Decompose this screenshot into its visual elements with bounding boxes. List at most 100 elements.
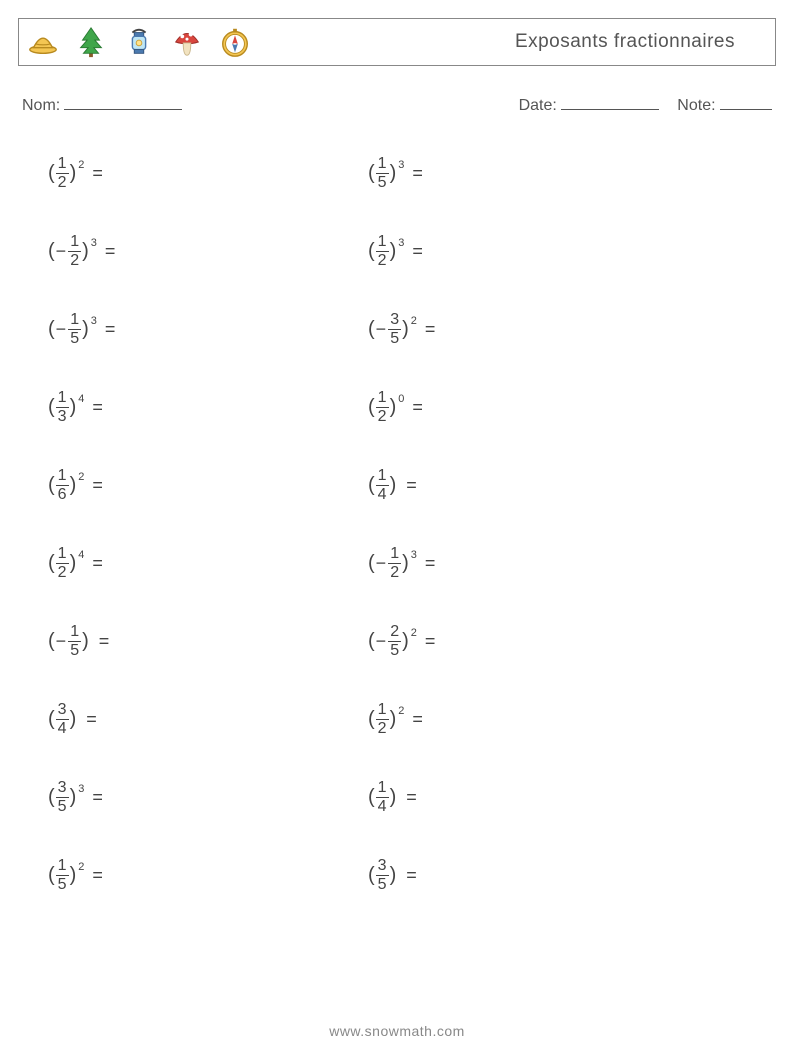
equals-sign: = bbox=[406, 865, 417, 886]
problem: (−15)3= bbox=[48, 307, 368, 351]
numerator: 1 bbox=[56, 858, 69, 875]
numerator: 1 bbox=[376, 780, 389, 797]
header-box: Exposants fractionnaires bbox=[18, 18, 776, 66]
close-paren: ) bbox=[70, 708, 77, 731]
open-paren: ( bbox=[368, 864, 375, 887]
denominator: 2 bbox=[376, 251, 389, 269]
negative-sign: − bbox=[56, 241, 67, 262]
denominator: 2 bbox=[68, 251, 81, 269]
close-paren: ) bbox=[390, 474, 397, 497]
equals-sign: = bbox=[425, 553, 436, 574]
open-paren: ( bbox=[368, 318, 375, 341]
close-paren: ) bbox=[390, 396, 397, 419]
open-paren: ( bbox=[48, 162, 55, 185]
fraction: 14 bbox=[376, 468, 389, 503]
date-label: Date: bbox=[519, 97, 557, 114]
open-paren: ( bbox=[48, 318, 55, 341]
exponent: 3 bbox=[78, 783, 84, 795]
grade-blank[interactable] bbox=[720, 94, 772, 110]
close-paren: ) bbox=[70, 162, 77, 185]
denominator: 2 bbox=[376, 719, 389, 737]
denominator: 5 bbox=[56, 797, 69, 815]
close-paren: ) bbox=[70, 786, 77, 809]
numerator: 1 bbox=[376, 390, 389, 407]
fraction: 12 bbox=[388, 546, 401, 581]
fraction: 12 bbox=[376, 702, 389, 737]
fraction: 12 bbox=[56, 546, 69, 581]
denominator: 4 bbox=[376, 797, 389, 815]
equals-sign: = bbox=[406, 787, 417, 808]
grade-label: Note: bbox=[677, 97, 715, 114]
open-paren: ( bbox=[368, 630, 375, 653]
denominator: 4 bbox=[376, 485, 389, 503]
lantern-icon bbox=[121, 24, 157, 60]
problem: (−25)2= bbox=[368, 619, 688, 663]
numerator: 1 bbox=[376, 468, 389, 485]
open-paren: ( bbox=[48, 864, 55, 887]
fraction: 15 bbox=[68, 624, 81, 659]
denominator: 3 bbox=[56, 407, 69, 425]
open-paren: ( bbox=[368, 552, 375, 575]
meta-row: Nom: Date: Note: bbox=[18, 94, 776, 115]
problem: (14)= bbox=[368, 463, 688, 507]
numerator: 1 bbox=[68, 624, 81, 641]
fraction: 15 bbox=[68, 312, 81, 347]
open-paren: ( bbox=[48, 396, 55, 419]
fraction: 12 bbox=[68, 234, 81, 269]
name-label: Nom: bbox=[22, 97, 60, 115]
denominator: 5 bbox=[388, 641, 401, 659]
problem: (16)2= bbox=[48, 463, 368, 507]
fraction: 15 bbox=[376, 156, 389, 191]
close-paren: ) bbox=[390, 864, 397, 887]
problems-area: (12)2=(−12)3=(−15)3=(13)4=(16)2=(12)4=(−… bbox=[18, 151, 776, 897]
fraction: 12 bbox=[56, 156, 69, 191]
tree-icon bbox=[73, 24, 109, 60]
exponent: 2 bbox=[411, 627, 417, 639]
exponent: 2 bbox=[398, 705, 404, 717]
negative-sign: − bbox=[376, 319, 387, 340]
fraction: 14 bbox=[376, 780, 389, 815]
numerator: 3 bbox=[388, 312, 401, 329]
problem: (12)4= bbox=[48, 541, 368, 585]
numerator: 1 bbox=[56, 390, 69, 407]
negative-sign: − bbox=[56, 631, 67, 652]
negative-sign: − bbox=[376, 553, 387, 574]
equals-sign: = bbox=[99, 631, 110, 652]
exponent: 3 bbox=[91, 315, 97, 327]
open-paren: ( bbox=[48, 630, 55, 653]
close-paren: ) bbox=[82, 630, 89, 653]
name-blank[interactable] bbox=[64, 94, 182, 110]
equals-sign: = bbox=[86, 709, 97, 730]
equals-sign: = bbox=[105, 319, 116, 340]
date-blank[interactable] bbox=[561, 94, 659, 110]
equals-sign: = bbox=[425, 631, 436, 652]
problem: (−12)3= bbox=[48, 229, 368, 273]
open-paren: ( bbox=[48, 552, 55, 575]
open-paren: ( bbox=[48, 708, 55, 731]
open-paren: ( bbox=[48, 786, 55, 809]
numerator: 3 bbox=[56, 702, 69, 719]
equals-sign: = bbox=[92, 163, 103, 184]
denominator: 2 bbox=[388, 563, 401, 581]
fraction: 12 bbox=[376, 390, 389, 425]
fraction: 15 bbox=[56, 858, 69, 893]
problem: (14)= bbox=[368, 775, 688, 819]
equals-sign: = bbox=[92, 475, 103, 496]
close-paren: ) bbox=[390, 162, 397, 185]
close-paren: ) bbox=[70, 396, 77, 419]
open-paren: ( bbox=[368, 786, 375, 809]
fraction: 35 bbox=[388, 312, 401, 347]
close-paren: ) bbox=[70, 552, 77, 575]
equals-sign: = bbox=[412, 163, 423, 184]
denominator: 2 bbox=[56, 173, 69, 191]
open-paren: ( bbox=[368, 708, 375, 731]
denominator: 5 bbox=[376, 173, 389, 191]
equals-sign: = bbox=[406, 475, 417, 496]
equals-sign: = bbox=[105, 241, 116, 262]
numerator: 2 bbox=[388, 624, 401, 641]
open-paren: ( bbox=[368, 396, 375, 419]
numerator: 1 bbox=[56, 156, 69, 173]
denominator: 5 bbox=[68, 641, 81, 659]
close-paren: ) bbox=[402, 630, 409, 653]
exponent: 2 bbox=[411, 315, 417, 327]
